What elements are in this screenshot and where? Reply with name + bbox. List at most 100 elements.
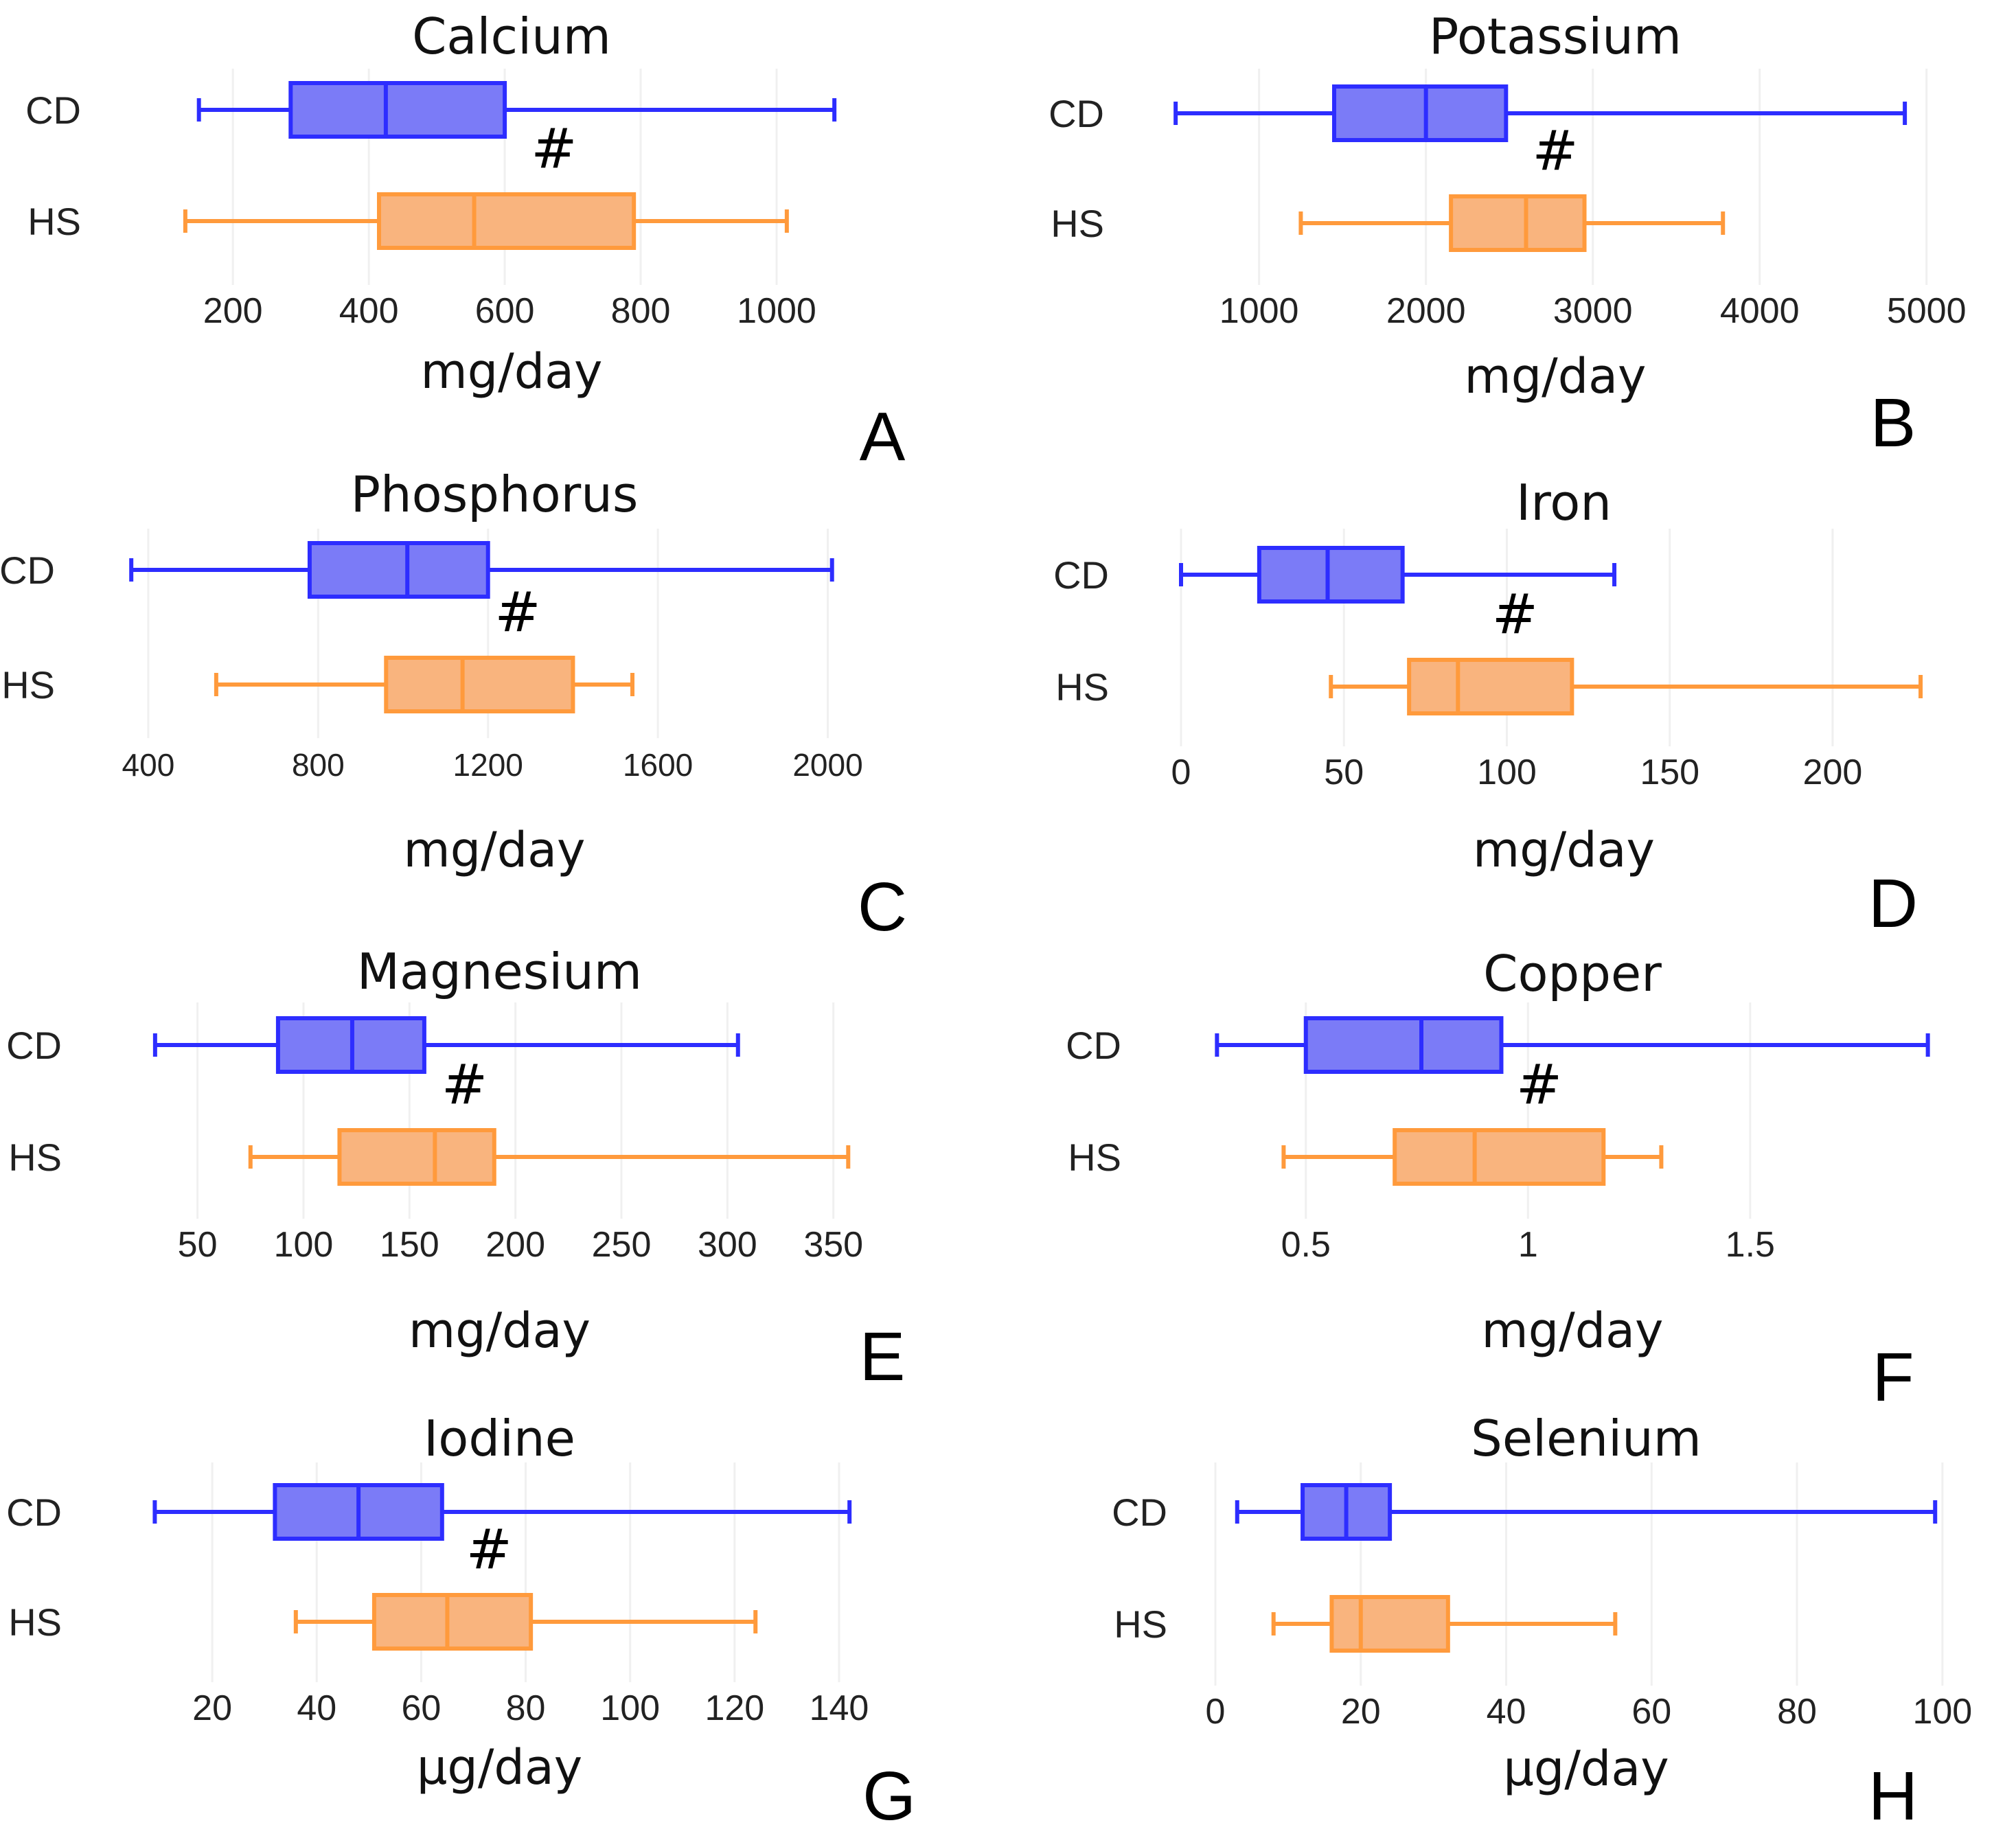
panel-d-iron: Iron CD HS #0 50 100 150 200 mg/day D	[1053, 474, 1923, 942]
box-cd	[1215, 1016, 1930, 1074]
panel-title: Copper	[1483, 945, 1662, 1002]
tick-label: 40	[297, 1688, 336, 1728]
tick-label: 40	[1487, 1692, 1526, 1732]
panel-a-calcium: Calcium CD HS #200 400 600 800 1000 mg/day A	[25, 8, 906, 475]
tick-label: 2000	[1386, 291, 1466, 331]
panel-letter: E	[860, 1318, 906, 1395]
tick-label: 80	[506, 1688, 546, 1728]
iqr-box	[1332, 84, 1509, 142]
panel-title: Magnesium	[357, 943, 642, 1000]
x-axis-label: mg/day	[421, 343, 603, 400]
tick-label: 800	[292, 747, 345, 783]
box-cd	[196, 81, 837, 139]
tick-label: 20	[192, 1688, 232, 1728]
x-axis-label: mg/day	[409, 1303, 591, 1359]
tick-label: 250	[592, 1225, 652, 1265]
group-label: HS	[8, 1136, 62, 1179]
iqr-box	[288, 81, 507, 139]
tick-label: 50	[1324, 753, 1364, 792]
box-hs	[248, 1128, 851, 1186]
tick-label: 1000	[1219, 291, 1299, 331]
group-label: CD	[0, 549, 55, 592]
panel-title: Iron	[1516, 474, 1612, 531]
panel-b-potassium: Potassium CD HS #1000 2000 3000 4000 5000 mg/day…	[1049, 8, 1966, 461]
tick-label: 100	[600, 1688, 660, 1728]
tick-label: 1200	[453, 747, 523, 783]
tick-label: 800	[611, 291, 671, 331]
tick-label: 0.5	[1281, 1225, 1331, 1265]
box-cd	[152, 1483, 852, 1541]
tick-label: 1	[1518, 1225, 1538, 1265]
tick-label: 2000	[792, 747, 862, 783]
box-hs	[1271, 1595, 1618, 1653]
tick-label: 100	[1912, 1692, 1972, 1732]
tick-label: 0	[1171, 753, 1191, 792]
box-hs	[293, 1593, 758, 1651]
iqr-box	[1303, 1016, 1504, 1074]
panel-title: Iodine	[424, 1410, 575, 1467]
tick-label: 600	[475, 291, 535, 331]
box-hs	[214, 656, 635, 713]
box-cd	[129, 541, 834, 599]
significance-mark: #	[1516, 1053, 1562, 1116]
significance-mark: #	[1532, 119, 1578, 183]
tick-label: 400	[122, 747, 175, 783]
iqr-box	[1393, 1128, 1606, 1186]
group-label: CD	[1066, 1024, 1121, 1067]
group-label: HS	[1114, 1603, 1167, 1646]
tick-label: 1000	[737, 291, 816, 331]
group-label: HS	[1055, 665, 1109, 709]
panel-letter: A	[860, 398, 906, 475]
tick-label: 60	[1631, 1692, 1671, 1732]
group-label: CD	[1112, 1491, 1167, 1534]
panel-g-iodine: Iodine CD HS #20 40 60 80 100 120 140 μg/day G	[6, 1410, 916, 1835]
iqr-box	[1257, 546, 1405, 604]
iqr-box	[1449, 194, 1587, 252]
tick-label: 100	[1477, 753, 1537, 792]
tick-label: 200	[203, 291, 263, 331]
panel-letter: D	[1868, 865, 1918, 942]
tick-label: 3000	[1553, 291, 1633, 331]
panel-letter: G	[862, 1758, 916, 1835]
tick-label: 200	[485, 1225, 545, 1265]
group-label: CD	[6, 1024, 62, 1067]
box-hs	[1298, 194, 1726, 252]
tick-label: 50	[178, 1225, 218, 1265]
tick-label: 100	[274, 1225, 334, 1265]
group-label: HS	[1068, 1136, 1121, 1179]
iqr-box	[384, 656, 575, 713]
significance-mark: #	[1492, 582, 1538, 646]
panel-letter: F	[1872, 1339, 1914, 1416]
panel-letter: C	[858, 869, 907, 945]
panel-title: Potassium	[1429, 8, 1682, 65]
panel-letter: H	[1868, 1758, 1918, 1835]
tick-label: 350	[803, 1225, 863, 1265]
x-axis-label: mg/day	[1465, 348, 1647, 404]
significance-mark: #	[442, 1053, 488, 1116]
significance-mark: #	[531, 117, 577, 181]
iqr-box	[307, 541, 490, 599]
panel-e-magnesium: Magnesium CD HS #50 100 150 200 250 300 350 mg/day…	[6, 943, 905, 1395]
group-label: CD	[25, 89, 81, 132]
tick-label: 1600	[623, 747, 693, 783]
iqr-box	[1407, 658, 1574, 715]
significance-mark: #	[466, 1517, 512, 1581]
box-cd	[1173, 84, 1908, 142]
tick-label: 60	[401, 1688, 441, 1728]
tick-label: 120	[705, 1688, 764, 1728]
x-axis-label: mg/day	[404, 822, 586, 878]
iqr-box	[371, 1593, 534, 1651]
panel-h-selenium: Selenium CD HS 0 20 40 60 80 100 μg/day H	[1112, 1410, 1972, 1835]
tick-label: 0	[1206, 1692, 1226, 1732]
tick-label: 1.5	[1726, 1225, 1775, 1265]
group-label: CD	[1053, 553, 1109, 597]
group-label: HS	[1, 663, 55, 707]
group-label: HS	[1051, 202, 1104, 245]
x-axis-label: mg/day	[1482, 1303, 1664, 1359]
tick-label: 80	[1777, 1692, 1817, 1732]
tick-label: 5000	[1887, 291, 1967, 331]
panel-c-phosphorus: Phosphorus CD HS #400 800 1200 1600 2000 mg/day C	[0, 466, 907, 945]
box-hs	[1281, 1128, 1664, 1186]
tick-label: 150	[1640, 753, 1699, 792]
